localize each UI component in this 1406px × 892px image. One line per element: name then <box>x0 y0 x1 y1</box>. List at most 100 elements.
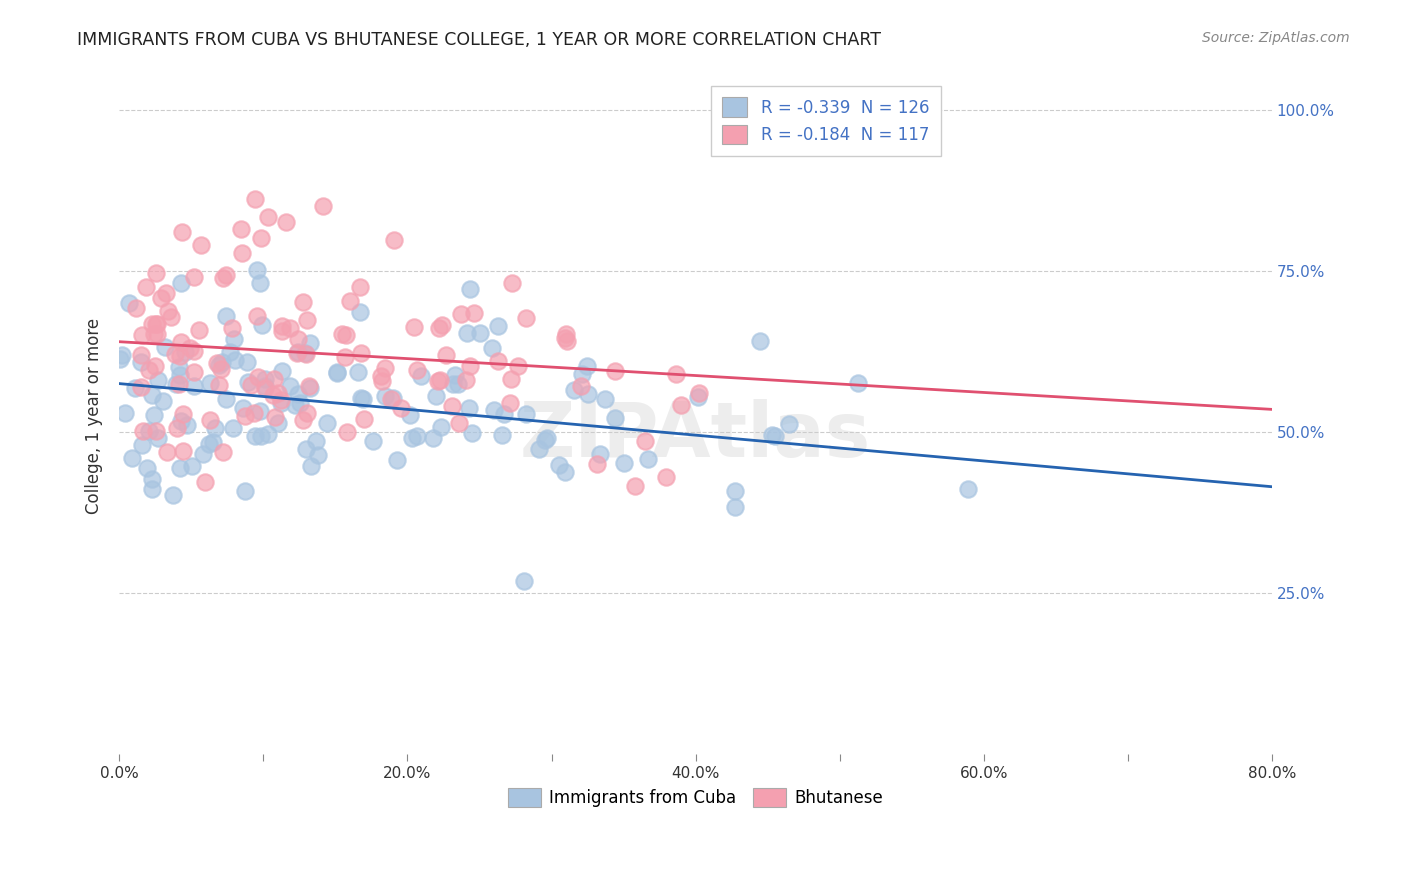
Point <box>391 401 413 416</box>
Point <box>547 458 569 472</box>
Point <box>669 398 692 412</box>
Point <box>401 431 423 445</box>
Point <box>212 444 235 458</box>
Point <box>294 442 316 456</box>
Point <box>291 295 314 310</box>
Point <box>183 343 205 358</box>
Point <box>219 345 242 359</box>
Point <box>243 428 266 442</box>
Point <box>957 482 980 496</box>
Point <box>232 401 254 415</box>
Point <box>152 393 174 408</box>
Point <box>267 416 290 430</box>
Point <box>145 424 167 438</box>
Point <box>187 323 209 337</box>
Point <box>165 377 187 392</box>
Point <box>145 318 167 332</box>
Point <box>174 345 197 359</box>
Point <box>142 409 165 423</box>
Point <box>207 377 229 392</box>
Point <box>430 318 453 332</box>
Point <box>589 447 612 461</box>
Point <box>763 428 786 442</box>
Point <box>231 245 253 260</box>
Point <box>190 238 212 252</box>
Point <box>434 348 457 362</box>
Point <box>287 387 309 401</box>
Point <box>215 309 238 323</box>
Point <box>463 306 485 320</box>
Point <box>179 342 201 356</box>
Point <box>290 395 312 409</box>
Point <box>156 445 179 459</box>
Point <box>285 346 308 360</box>
Point <box>253 372 276 386</box>
Point <box>138 362 160 376</box>
Point <box>263 409 285 424</box>
Point <box>441 377 464 392</box>
Point <box>315 417 337 431</box>
Point <box>458 359 481 374</box>
Point <box>593 392 616 406</box>
Point <box>350 345 373 359</box>
Point <box>263 372 285 386</box>
Point <box>555 334 578 349</box>
Point <box>458 401 481 416</box>
Point <box>172 443 194 458</box>
Point <box>371 375 394 389</box>
Point <box>243 406 266 420</box>
Point <box>294 347 316 361</box>
Point <box>655 470 678 484</box>
Point <box>211 271 233 285</box>
Point <box>405 429 427 443</box>
Point <box>307 448 329 462</box>
Point <box>129 355 152 369</box>
Point <box>156 304 179 318</box>
Point <box>444 368 467 382</box>
Point <box>605 411 627 425</box>
Point <box>554 466 576 480</box>
Point <box>238 376 260 390</box>
Point <box>246 310 269 324</box>
Point <box>425 389 447 403</box>
Point <box>167 376 190 391</box>
Point <box>146 317 169 331</box>
Text: IMMIGRANTS FROM CUBA VS BHUTANESE COLLEGE, 1 YEAR OR MORE CORRELATION CHART: IMMIGRANTS FROM CUBA VS BHUTANESE COLLEG… <box>77 31 882 49</box>
Point <box>135 280 157 294</box>
Point <box>114 406 136 420</box>
Point <box>382 233 405 247</box>
Point <box>335 327 357 342</box>
Point <box>167 360 190 375</box>
Point <box>246 370 269 384</box>
Point <box>254 379 277 393</box>
Point <box>454 373 477 387</box>
Point <box>499 371 522 385</box>
Point <box>292 413 315 427</box>
Point <box>460 282 482 296</box>
Point <box>501 276 523 290</box>
Point <box>846 376 869 390</box>
Point <box>198 413 221 427</box>
Point <box>374 389 396 403</box>
Point <box>141 317 163 331</box>
Point <box>427 374 450 388</box>
Point <box>562 383 585 397</box>
Point <box>249 404 271 418</box>
Point <box>267 386 290 401</box>
Point <box>222 332 245 346</box>
Point <box>148 431 170 445</box>
Point <box>172 408 194 422</box>
Point <box>430 420 453 434</box>
Point <box>405 363 427 377</box>
Legend: Immigrants from Cuba, Bhutanese: Immigrants from Cuba, Bhutanese <box>501 781 890 814</box>
Point <box>382 391 405 405</box>
Point <box>170 276 193 290</box>
Point <box>170 414 193 428</box>
Point <box>446 377 468 392</box>
Point <box>222 420 245 434</box>
Point <box>215 268 238 282</box>
Point <box>271 363 294 377</box>
Point <box>278 321 301 335</box>
Point <box>229 222 252 236</box>
Point <box>250 318 273 333</box>
